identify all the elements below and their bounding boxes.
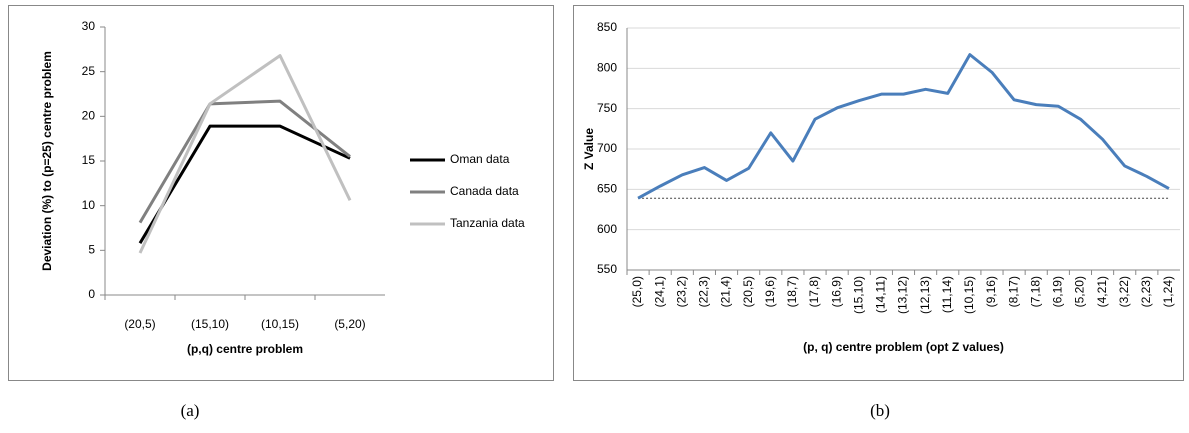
x-tick-label: (21,4) [719, 276, 733, 307]
y-tick-label: 800 [597, 61, 617, 75]
y-axis-title: Z Value [582, 128, 596, 170]
x-tick-label: (15,10) [191, 317, 229, 331]
x-tick-label: (10,15) [261, 317, 299, 331]
y-tick-label: 550 [597, 262, 617, 276]
data-line [138, 54, 352, 254]
x-axis-title: (p, q) centre problem (opt Z values) [803, 340, 1004, 354]
caption: (a) [181, 401, 200, 420]
y-tick-label: 700 [597, 141, 617, 155]
x-tick-label: (7,18) [1028, 276, 1042, 307]
y-tick-label: 15 [82, 153, 96, 167]
x-tick-label: (10,15) [962, 276, 976, 314]
x-tick-label: (14,11) [874, 276, 888, 313]
y-tick-label: 600 [597, 222, 617, 236]
y-axis-title: Deviation (%) to (p=25) centre problem [40, 51, 54, 271]
y-tick-label: 10 [82, 198, 96, 212]
x-axis-title: (p,q) centre problem [187, 342, 303, 356]
x-tick-label: (9,16) [984, 276, 998, 307]
y-tick-label: 30 [82, 19, 96, 33]
x-tick-label: (5,20) [1073, 276, 1087, 307]
x-tick-label: (6,19) [1051, 276, 1065, 307]
x-tick-label: (12,13) [918, 276, 932, 314]
x-tick-label: (18,7) [785, 276, 799, 307]
x-tick-label: (4,21) [1095, 276, 1109, 307]
y-tick-label: 25 [82, 64, 96, 78]
y-tick-label: 20 [82, 109, 96, 123]
data-line [637, 53, 1170, 200]
x-tick-label: (22,3) [697, 276, 711, 307]
y-tick-label: 850 [597, 20, 617, 34]
x-tick-label: (3,22) [1117, 276, 1131, 307]
data-line [138, 124, 351, 244]
caption: (b) [870, 401, 890, 420]
y-tick-label: 0 [88, 287, 95, 301]
legend-label: Tanzania data [450, 216, 525, 230]
x-tick-label: (25,0) [630, 276, 644, 307]
panel-frame [573, 5, 1184, 381]
panel-frame [8, 5, 554, 381]
y-tick-label: 750 [597, 101, 617, 115]
x-tick-label: (5,20) [334, 317, 365, 331]
x-tick-label: (19,6) [763, 276, 777, 307]
y-tick-label: 650 [597, 182, 617, 196]
x-tick-label: (20,5) [741, 276, 755, 307]
legend-label: Canada data [450, 184, 519, 198]
x-tick-label: (11,14) [940, 276, 954, 313]
legend-label: Oman data [450, 152, 510, 166]
x-tick-label: (17,8) [807, 276, 821, 307]
x-tick-label: (2,23) [1139, 276, 1153, 307]
y-tick-label: 5 [88, 243, 95, 257]
x-tick-label: (24,1) [652, 276, 666, 307]
x-tick-label: (20,5) [124, 317, 155, 331]
x-tick-label: (16,9) [829, 276, 843, 307]
x-tick-label: (1,24) [1161, 276, 1175, 307]
x-tick-label: (23,2) [674, 276, 688, 307]
x-tick-label: (13,12) [896, 276, 910, 314]
x-tick-label: (8,17) [1006, 276, 1020, 307]
x-tick-label: (15,10) [851, 276, 865, 314]
